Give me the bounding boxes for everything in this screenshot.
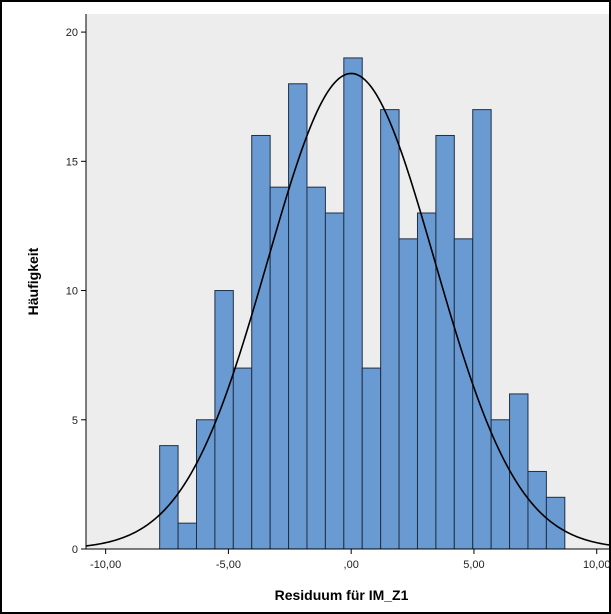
histogram-bar-6 [251,134,271,550]
histogram-bar-12 [361,367,382,550]
histogram-bar-9 [306,186,326,550]
normal-curve [85,72,610,547]
histogram-bar-15 [416,212,437,550]
y-tick-label: 5 [72,415,78,427]
histogram-bar-4 [214,290,234,550]
bars-group [159,57,566,550]
y-axis-ticks: 0 5 10 15 20 [66,27,86,556]
histogram-bar-5 [232,367,253,550]
x-axis-ticks: -10,00 -5,00 ,00 5,00 10,00 [90,549,610,571]
x-tick-label: ,00 [344,559,359,571]
histogram-bar-17 [453,238,474,550]
y-tick-label: 15 [66,156,78,168]
x-axis-title: Residuum für IM_Z1 [275,587,409,603]
x-tick-label: -5,00 [216,559,241,571]
histogram-bar-22 [545,496,566,550]
histogram-bar-2 [177,522,197,550]
x-tick-label: 10,00 [583,559,611,571]
x-tick-label: -10,00 [90,559,121,571]
histogram-bar-13 [380,109,400,550]
histogram-bar-20 [509,393,529,550]
y-tick-label: 0 [72,544,78,556]
histogram-bar-8 [288,83,308,550]
histogram-bar-16 [435,134,455,550]
histogram-bar-14 [398,238,418,550]
y-tick-label: 10 [66,286,78,298]
histogram-bar-18 [472,109,492,550]
histogram-bar-10 [324,212,345,550]
y-tick-label: 20 [66,27,78,39]
histogram-bar-11 [343,57,363,550]
x-tick-label: 5,00 [463,559,484,571]
y-axis-title: Häufigkeit [25,247,41,315]
histogram-bar-3 [195,419,216,550]
